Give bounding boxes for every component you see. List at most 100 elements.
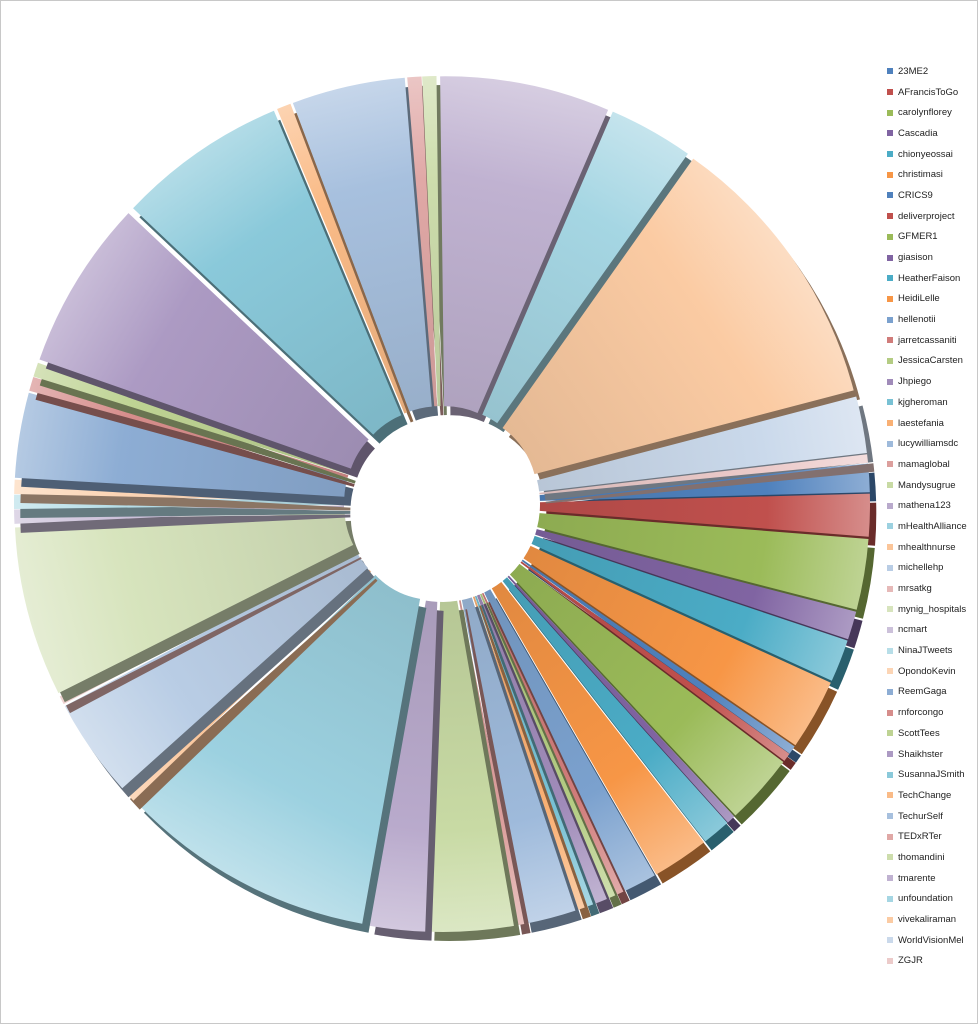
pie-slice [427, 600, 514, 932]
legend-item: mynig_hospitals [887, 599, 977, 620]
legend-label: TechChange [898, 789, 952, 801]
legend-label: SusannaJSmith [898, 769, 965, 781]
legend-item: ScottTees [887, 723, 977, 744]
legend-label: christimasi [898, 169, 943, 181]
pie-slice [472, 596, 585, 911]
legend-item: NinaJTweets [887, 640, 977, 661]
legend-label: mathena123 [898, 500, 951, 512]
pie-slice [521, 559, 795, 754]
legend-label: kjgheroman [898, 396, 948, 408]
legend-label: CRICS9 [898, 189, 933, 201]
legend-label: jarretcassaniti [898, 334, 957, 346]
legend-swatch [887, 254, 893, 261]
legend-item: kjgheroman [887, 392, 977, 413]
legend-swatch [887, 378, 893, 385]
legend-item: TEDxRTer [887, 826, 977, 847]
legend-label: mamaglobal [898, 458, 950, 470]
legend-swatch [887, 833, 893, 840]
pie-slice [507, 575, 735, 823]
legend-swatch [887, 233, 893, 240]
legend: 23ME2 AFrancisToGo carolynflorey Cascadia ch… [887, 61, 977, 971]
legend-item: JessicaCarsten [887, 351, 977, 372]
pie-slice [509, 563, 784, 816]
legend-swatch [887, 668, 893, 675]
legend-swatch [887, 585, 893, 592]
legend-swatch [887, 647, 893, 654]
legend-label: TechurSelf [898, 810, 943, 822]
legend-label: 23ME2 [898, 65, 929, 77]
legend-swatch [887, 68, 893, 75]
legend-label: Jhpiego [898, 376, 932, 388]
legend-item: mrsatkg [887, 578, 977, 599]
legend-swatch [887, 151, 893, 158]
legend-swatch [887, 792, 893, 799]
legend-item: deliverproject [887, 206, 977, 227]
pie-slice [523, 545, 831, 746]
legend-label: ReemGaga [898, 686, 947, 698]
legend-swatch [887, 937, 893, 944]
legend-swatch [887, 564, 893, 571]
legend-item: ReemGaga [887, 682, 977, 703]
legend-item: mHealthAlliance [887, 516, 977, 537]
pie-slice [539, 454, 869, 495]
legend-swatch [887, 295, 893, 302]
legend-item: TechurSelf [887, 806, 977, 827]
pie-slice [482, 111, 688, 424]
legend-label: JessicaCarsten [898, 355, 963, 367]
legend-item: ZGJR [887, 951, 977, 972]
legend-swatch [887, 709, 893, 716]
legend-swatch [887, 482, 893, 489]
pie-slice [277, 103, 408, 414]
legend-item: tmarente [887, 868, 977, 889]
pie-slice [14, 511, 354, 694]
pie-slice-side [129, 578, 378, 810]
legend-swatch [887, 523, 893, 530]
legend-item: SusannaJSmith [887, 764, 977, 785]
pie-slice-side [488, 601, 630, 905]
legend-swatch [887, 399, 893, 406]
legend-item: vivekaliraman [887, 909, 977, 930]
legend-label: mynig_hospitals [898, 603, 967, 615]
pie-slice [133, 110, 402, 435]
pie-slice [502, 158, 854, 475]
legend-label: GFMER1 [898, 231, 938, 243]
pie-slice [531, 535, 848, 681]
pie-slice [491, 581, 705, 875]
legend-label: OpondoKevin [898, 665, 956, 677]
legend-label: WorldVisionMel [898, 934, 964, 946]
pie-slice [537, 513, 869, 610]
legend-item: HeatherFaison [887, 268, 977, 289]
pie-slice [537, 396, 867, 492]
pie-slice [39, 213, 369, 469]
legend-swatch [887, 895, 893, 902]
pie-slice [292, 77, 432, 412]
legend-swatch [887, 440, 893, 447]
legend-item: rnforcongo [887, 702, 977, 723]
legend-item: WorldVisionMel [887, 930, 977, 951]
legend-swatch [887, 357, 893, 364]
legend-label: giasison [898, 252, 933, 264]
legend-swatch [887, 544, 893, 551]
legend-item: mathena123 [887, 495, 977, 516]
legend-item: christimasi [887, 164, 977, 185]
pie-slice [539, 463, 870, 501]
legend-label: ZGJR [898, 955, 923, 967]
legend-swatch [887, 626, 893, 633]
legend-item: laestefania [887, 413, 977, 434]
legend-label: carolynflorey [898, 107, 952, 119]
pie-slice [502, 577, 728, 842]
legend-swatch [887, 751, 893, 758]
legend-label: TEDxRTer [898, 831, 942, 843]
legend-label: Mandysugrue [898, 479, 956, 491]
legend-swatch [887, 813, 893, 820]
legend-label: thomandini [898, 851, 945, 863]
legend-item: lucywilliamsdc [887, 433, 977, 454]
legend-swatch [887, 688, 893, 695]
legend-swatch [887, 316, 893, 323]
pie-slice [461, 597, 576, 924]
legend-swatch [887, 192, 893, 199]
legend-item: mamaglobal [887, 454, 977, 475]
legend-swatch [887, 916, 893, 923]
pie-slice [14, 392, 348, 497]
legend-label: lucywilliamsdc [898, 438, 959, 450]
